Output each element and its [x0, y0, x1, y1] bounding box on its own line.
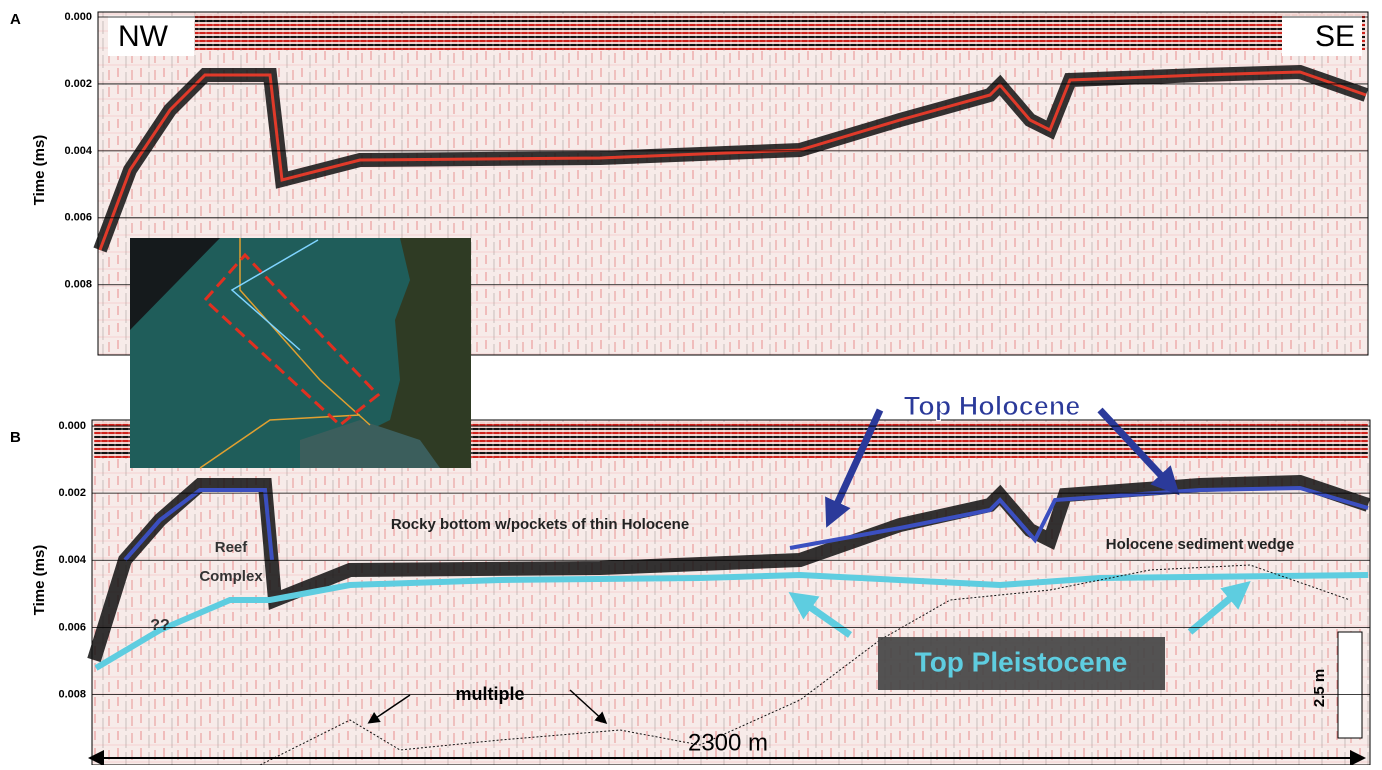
y-tick-label: 0.004: [64, 145, 92, 157]
y-tick-label: 0.000: [58, 420, 86, 432]
y-axis-label: Time (ms): [31, 135, 48, 206]
panel-label: B: [10, 429, 21, 446]
y-tick-label: 0.006: [58, 621, 86, 633]
water-band: [195, 14, 1365, 50]
scale-label: 2.5 m: [1311, 669, 1328, 707]
tag: NW: [118, 20, 169, 53]
annotation: Rocky bottom w/pockets of thin Holocene: [391, 516, 689, 533]
annotation: Complex: [199, 568, 263, 585]
panel-label: A: [10, 11, 21, 28]
y-tick-label: 0.008: [64, 279, 92, 291]
y-tick-label: 0.004: [58, 554, 86, 566]
annotation: Reef: [215, 539, 249, 556]
annotation: Holocene sediment wedge: [1106, 536, 1294, 553]
y-tick-label: 0.002: [64, 78, 92, 90]
tag: SE: [1315, 20, 1355, 53]
annotation: multiple: [455, 684, 524, 704]
annotation: 2300 m: [688, 729, 768, 756]
inset-map: [130, 238, 471, 468]
figure: NW SE A Time (ms) Top Holocene Rocky bot…: [0, 0, 1382, 765]
y-axis-label: Time (ms): [31, 545, 48, 616]
annotation: Top Holocene: [904, 391, 1081, 421]
annotation: Top Pleistocene: [915, 646, 1128, 677]
annotation: ??: [150, 617, 170, 634]
y-tick-label: 0.008: [58, 688, 86, 700]
scale-bar: [1338, 632, 1362, 738]
y-tick-label: 0.002: [58, 487, 86, 499]
y-tick-label: 0.006: [64, 212, 92, 224]
y-tick-label: 0.000: [64, 11, 92, 23]
